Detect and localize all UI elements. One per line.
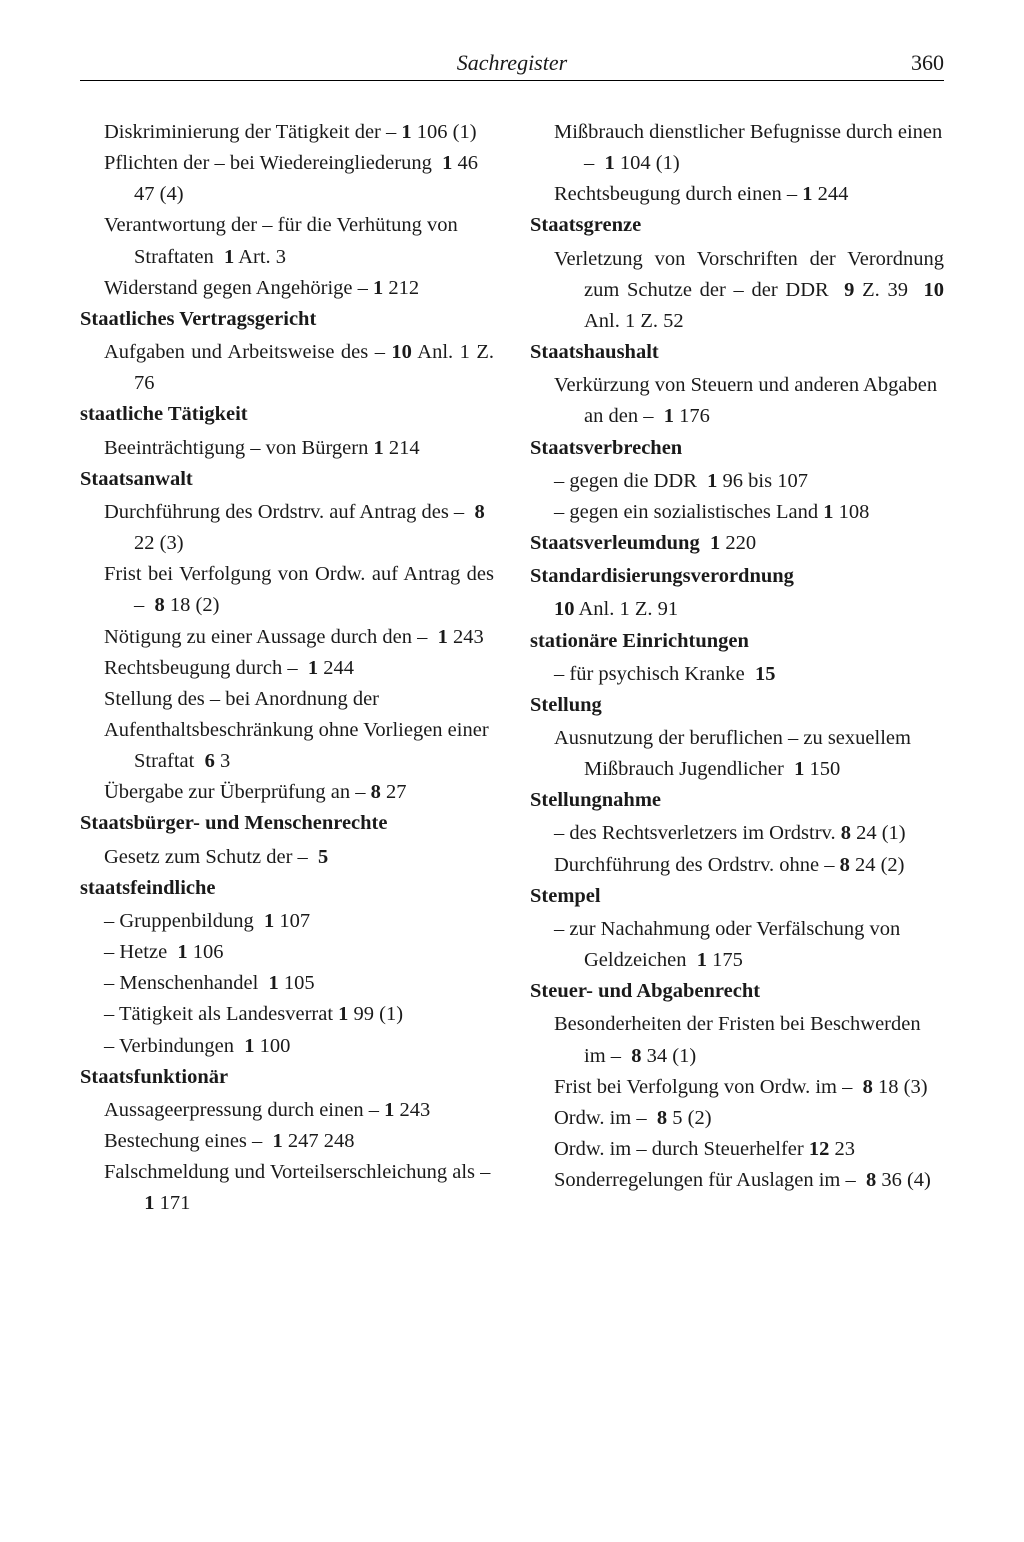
index-subentry: – gegen die DDR 1 96 bis 107 — [584, 466, 944, 497]
index-headword: Steuer- und Abgabenrecht — [542, 976, 944, 1007]
index-headword: Staatsanwalt — [92, 464, 494, 495]
index-subentry: Verkürzung von Steuern und anderen Abgab… — [584, 370, 944, 432]
index-subentry: Ausnutzung der beruflichen – zu sexuelle… — [584, 723, 944, 785]
index-headword: Stellungnahme — [542, 785, 944, 816]
index-subentry: Rechtsbeugung durch einen – 1 244 — [584, 179, 944, 210]
index-subentry: – gegen ein sozialistisches Land 1 108 — [584, 497, 944, 528]
index-subentry: Nötigung zu einer Aussage durch den – 1 … — [134, 622, 494, 653]
index-subentry: Aussageerpressung durch einen – 1 243 — [134, 1095, 494, 1126]
index-subentry: Durchführung des Ordstrv. ohne – 8 24 (2… — [584, 850, 944, 881]
index-subentry: Mißbrauch dienstlicher Befugnisse durch … — [584, 117, 944, 179]
index-subentry: Diskriminierung der Tätigkeit der – 1 10… — [134, 117, 494, 148]
index-headword: Staatsbürger- und Menschenrechte — [92, 808, 494, 839]
index-subentry: Durchführung des Ordstrv. auf Antrag des… — [134, 497, 494, 559]
index-subentry: Bestechung eines – 1 247 248 — [134, 1126, 494, 1157]
index-subentry: – zur Nachahmung oder Verfälschung von G… — [584, 914, 944, 976]
index-subentry: Frist bei Verfolgung von Ordw. auf Antra… — [134, 559, 494, 621]
index-headword: Staatsverleumdung 1 220 — [542, 528, 944, 559]
index-subentry: – Tätigkeit als Landesverrat 1 99 (1) — [134, 999, 494, 1030]
index-columns: Diskriminierung der Tätigkeit der – 1 10… — [80, 117, 944, 1219]
index-headword: Staatshaushalt — [542, 337, 944, 368]
index-subentry: Aufenthaltsbeschränkung ohne Vorliegen e… — [134, 715, 494, 777]
index-subentry: Gesetz zum Schutz der – 5 — [134, 842, 494, 873]
index-subentry: – Gruppenbildung 1 107 — [134, 906, 494, 937]
index-subentry: Rechtsbeugung durch – 1 244 — [134, 653, 494, 684]
index-subentry: – des Rechtsverletzers im Ordstrv. 8 24 … — [584, 818, 944, 849]
index-subentry: Frist bei Verfolgung von Ordw. im – 8 18… — [584, 1072, 944, 1103]
index-headword: staatsfeindliche — [92, 873, 494, 904]
page-number: 360 — [824, 50, 944, 76]
index-subentry: Falschmeldung und Vorteilserschleichung … — [134, 1157, 494, 1219]
index-headword: Staatsverbrechen — [542, 433, 944, 464]
index-subentry: – Hetze 1 106 — [134, 937, 494, 968]
index-headword: Stempel — [542, 881, 944, 912]
index-headword: Staatsgrenze — [542, 210, 944, 241]
page-header: Sachregister 360 — [80, 50, 944, 81]
index-headword: Standardisierungsverordnung — [542, 561, 944, 592]
index-subentry: Pflichten der – bei Wiedereingliederung … — [134, 148, 494, 210]
index-subentry: – Verbindungen 1 100 — [134, 1031, 494, 1062]
page: Sachregister 360 Diskriminierung der Tät… — [0, 0, 1024, 1542]
index-headword: staatliche Tätigkeit — [92, 399, 494, 430]
index-subentry: Beeinträchtigung – von Bürgern 1 214 — [134, 433, 494, 464]
index-subentry: Sonderregelungen für Auslagen im – 8 36 … — [584, 1165, 944, 1196]
index-subentry: Ordw. im – 8 5 (2) — [584, 1103, 944, 1134]
header-title: Sachregister — [200, 50, 824, 76]
index-subentry: Übergabe zur Überprüfung an – 8 27 — [134, 777, 494, 808]
index-subentry: Verantwortung der – für die Verhütung vo… — [134, 210, 494, 272]
index-subentry: 10 Anl. 1 Z. 91 — [584, 594, 944, 625]
index-subentry: – Menschenhandel 1 105 — [134, 968, 494, 999]
index-subentry: – für psychisch Kranke 15 — [584, 659, 944, 690]
index-headword: Staatsfunktionär — [92, 1062, 494, 1093]
index-subentry: Besonderheiten der Fristen bei Beschwerd… — [584, 1009, 944, 1071]
index-subentry: Ordw. im – durch Steuerhelfer 12 23 — [584, 1134, 944, 1165]
index-subentry: Stellung des – bei Anordnung der — [134, 684, 494, 715]
index-headword: stationäre Einrichtungen — [542, 626, 944, 657]
index-subentry: Verletzung von Vorschriften der Verordnu… — [584, 244, 944, 337]
index-headword: Staatliches Vertragsgericht — [92, 304, 494, 335]
index-subentry: Aufgaben und Arbeitsweise des – 10 Anl. … — [134, 337, 494, 399]
index-headword: Stellung — [542, 690, 944, 721]
index-subentry: Widerstand gegen Angehörige – 1 212 — [134, 273, 494, 304]
